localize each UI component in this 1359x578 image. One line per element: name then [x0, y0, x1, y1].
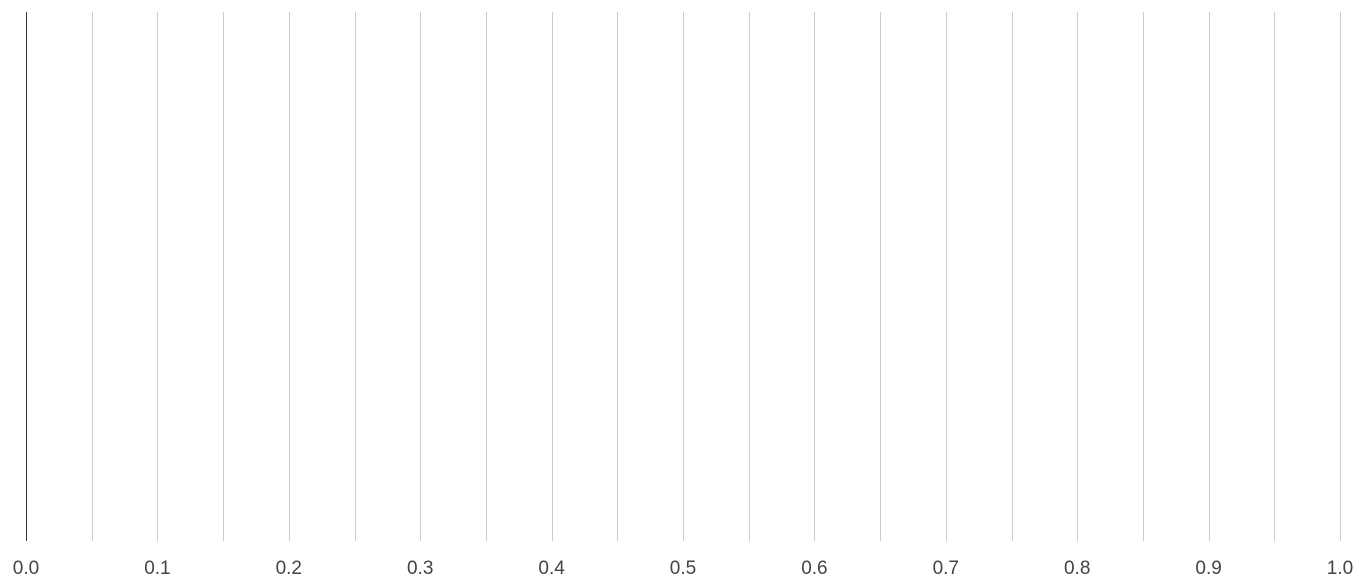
x-tick-label: 0.2	[276, 558, 302, 578]
x-tick-label: 0.7	[933, 558, 959, 578]
x-tick-label: 0.8	[1064, 558, 1090, 578]
x-tick-label: 0.3	[407, 558, 433, 578]
x-tick-label: 0.0	[13, 558, 39, 578]
x-tick-label: 0.6	[801, 558, 827, 578]
x-tick-label: 0.5	[670, 558, 696, 578]
x-tick-label: 0.9	[1195, 558, 1221, 578]
x-tick-label: 0.4	[538, 558, 565, 578]
x-tick-label: 0.1	[144, 558, 170, 578]
x-tick-label: 1.0	[1327, 558, 1353, 578]
